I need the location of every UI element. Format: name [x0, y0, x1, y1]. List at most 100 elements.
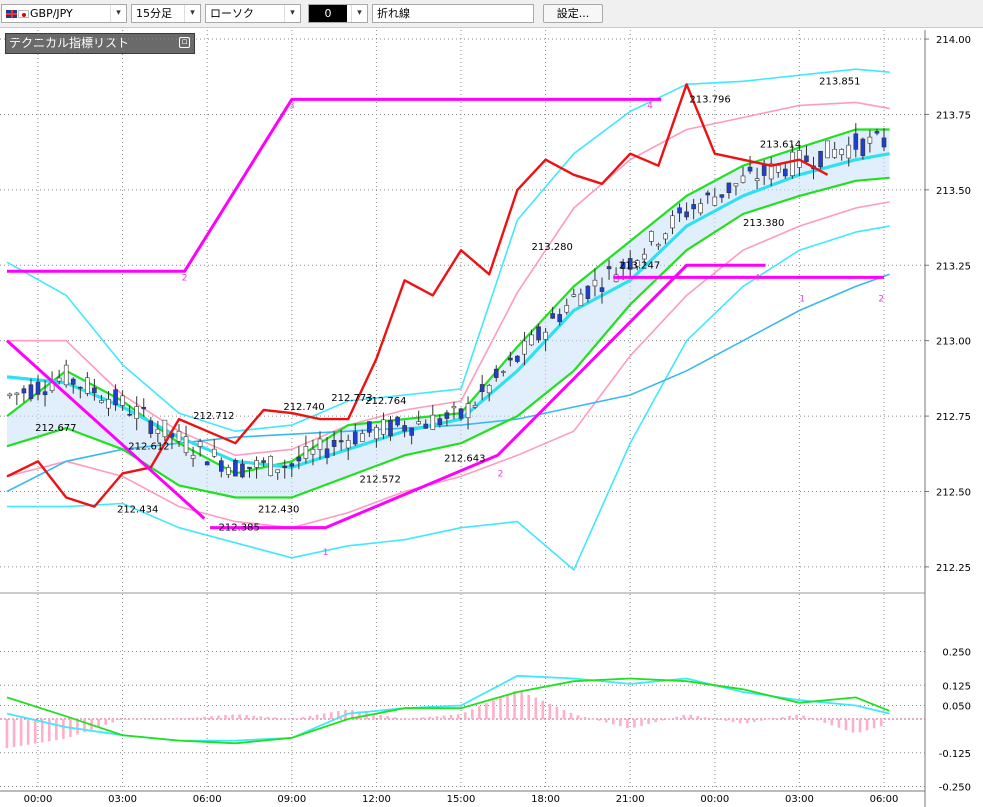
price-label: 212.740 [283, 402, 324, 413]
price-label: 212.712 [193, 411, 234, 422]
timeframe-select[interactable]: 15分足 ▾ [131, 4, 201, 23]
candle-body [726, 182, 732, 193]
histogram-bar [132, 719, 136, 720]
candle-body [85, 377, 90, 394]
price-label: 213.614 [760, 140, 801, 151]
chart-style-label: ローソク [210, 7, 254, 20]
histogram-bar [654, 719, 657, 723]
series-bb-lower2 [7, 225, 890, 571]
candle-body [437, 418, 443, 426]
candle-body [874, 131, 880, 134]
candle-body [28, 384, 34, 400]
candle-body [606, 266, 612, 270]
candle-body [719, 194, 725, 198]
symbol-select[interactable]: GBP/JPY ▾ [1, 4, 127, 23]
histogram-bar [196, 717, 199, 719]
candle-body [324, 448, 330, 458]
histogram-bar [619, 719, 622, 727]
wave-number: 4 [647, 101, 653, 111]
candle-body [261, 460, 266, 463]
candle-body [388, 419, 393, 437]
series-bb-lower [6, 176, 890, 499]
histogram-bar [26, 719, 30, 745]
candle-body [395, 416, 400, 426]
candle-body [317, 438, 323, 450]
histogram-bar [33, 719, 37, 744]
candle-body [705, 192, 711, 196]
histogram-bar [633, 719, 636, 728]
candle-body [183, 436, 189, 453]
time-tick-label: 12:00 [362, 794, 391, 805]
histogram-bar [435, 716, 439, 719]
histogram-bar [520, 691, 523, 719]
candle-body [78, 386, 83, 389]
time-axis: 00:00 03:00 06:00 09:00 12:00 15:00 18:00 21:00… [24, 794, 899, 805]
candle-body [677, 207, 682, 214]
candle-body [120, 395, 125, 406]
histogram-bar [717, 719, 721, 720]
candle-body [303, 445, 309, 459]
candle-body [197, 441, 203, 447]
histogram-bar [386, 716, 389, 719]
histogram-bar [569, 712, 573, 719]
price-tick-label: 213.25 [936, 261, 971, 272]
candle-body [162, 419, 168, 438]
chart-style-select[interactable]: ローソク ▾ [205, 4, 301, 23]
price-tick-label: 214.00 [936, 35, 971, 46]
candle-body [70, 378, 76, 385]
restore-icon[interactable]: ▫ [179, 37, 190, 48]
price-tick-label: 213.75 [936, 110, 971, 121]
histogram-bar [837, 719, 841, 728]
price-tick-label: 213.00 [936, 337, 971, 348]
candle-body [338, 440, 344, 443]
histogram-bar [492, 700, 495, 719]
indicator-slot-select[interactable]: 0 ▾ [308, 4, 368, 23]
wave-number: 1 [323, 548, 329, 558]
candle-body [571, 294, 577, 297]
histogram-bar [865, 719, 869, 731]
time-tick-label: 15:00 [447, 794, 476, 805]
histogram-bar [463, 712, 467, 719]
candle-body [352, 431, 358, 445]
settings-button[interactable]: 設定... [543, 4, 603, 23]
candle-body [155, 428, 161, 434]
histogram-bar [329, 712, 333, 719]
series-signal [6, 677, 890, 745]
indicator-slot-value: 0 [309, 5, 347, 22]
candle-body [56, 377, 62, 382]
candle-body [21, 388, 27, 394]
candle-body [204, 461, 210, 466]
price-labels: 212.677 212.612 212.434 212.712 212.385 212.4… [35, 76, 860, 533]
chevron-down-icon: ▾ [351, 5, 367, 22]
histogram-bar [611, 719, 615, 725]
candle-body [240, 463, 245, 478]
time-tick-label: 03:00 [108, 794, 137, 805]
histogram-bar [506, 694, 509, 719]
price-label: 213.247 [619, 260, 660, 271]
candle-body [620, 262, 626, 269]
histogram-bar [555, 706, 559, 719]
histogram-bar [266, 716, 270, 719]
histogram-bar [174, 719, 178, 720]
histogram-bar [19, 719, 23, 746]
histogram-bar [809, 718, 812, 719]
technical-indicator-list-panel[interactable]: テクニカル指標リスト ▫ [5, 33, 195, 54]
candle-body [275, 469, 281, 473]
series-ma-slow [6, 273, 890, 493]
histogram-bar [379, 714, 382, 719]
candle-body [839, 149, 845, 156]
candle-body [804, 155, 809, 162]
candle-body [663, 233, 668, 240]
histogram-bar [315, 714, 319, 719]
price-tick-label: 213.50 [936, 186, 971, 197]
indicator-name-field[interactable]: 折れ線 [372, 4, 534, 23]
histogram-bar [647, 719, 650, 724]
osc-tick-label: 0.050 [942, 702, 971, 713]
candle-body [853, 133, 859, 150]
histogram-bar [541, 700, 545, 719]
candle-body [536, 326, 541, 341]
candle-body [627, 258, 633, 270]
candle-body [458, 408, 464, 419]
histogram-bar [252, 715, 256, 719]
